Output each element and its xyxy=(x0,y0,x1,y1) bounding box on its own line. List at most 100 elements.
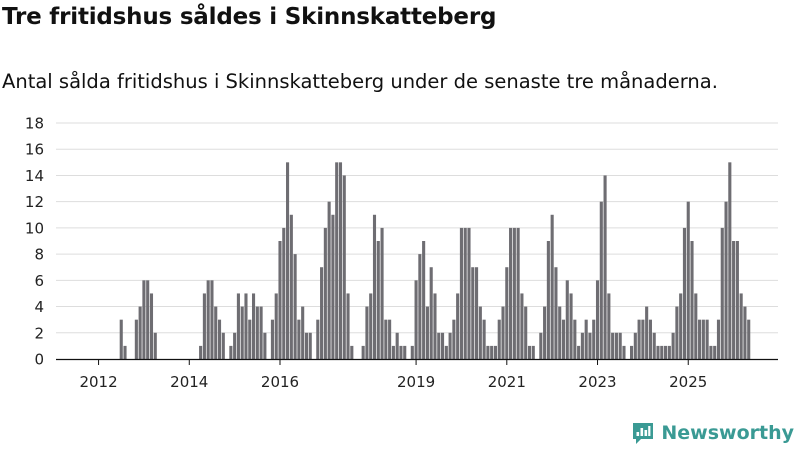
bar xyxy=(214,306,218,359)
bar xyxy=(286,162,290,359)
bar xyxy=(512,227,516,359)
y-tick-label: 0 xyxy=(34,351,44,369)
x-tick-label: 2014 xyxy=(170,373,208,391)
bar xyxy=(410,345,414,359)
bar xyxy=(747,319,751,359)
bar xyxy=(331,214,335,359)
bar xyxy=(660,345,664,359)
bar xyxy=(323,227,327,359)
bar xyxy=(607,293,611,359)
bar xyxy=(618,332,622,359)
bar xyxy=(611,332,615,359)
bar xyxy=(149,293,154,359)
y-tick-label: 8 xyxy=(34,246,44,264)
newsworthy-logo-icon xyxy=(633,423,654,444)
bar xyxy=(580,332,584,359)
bar xyxy=(403,345,407,359)
bar xyxy=(728,162,732,359)
bar xyxy=(429,267,433,359)
bar xyxy=(425,306,429,359)
bar xyxy=(698,319,702,359)
bar xyxy=(270,319,274,359)
bar xyxy=(233,332,237,359)
bar xyxy=(735,241,739,359)
bar xyxy=(486,345,490,359)
bar xyxy=(490,345,494,359)
bar xyxy=(210,280,214,359)
bar xyxy=(467,227,471,359)
bar xyxy=(384,319,388,359)
brand-name: Newsworthy xyxy=(661,422,794,444)
bar xyxy=(240,306,244,359)
bar xyxy=(588,332,592,359)
chart-title: Tre fritidshus såldes i Skinnskatteberg xyxy=(2,4,497,30)
bar xyxy=(686,201,690,359)
bar xyxy=(433,293,437,359)
bar xyxy=(516,227,520,359)
bar xyxy=(501,306,505,359)
x-tick-label: 2021 xyxy=(488,373,526,391)
bar xyxy=(463,227,467,359)
x-tick-label: 2025 xyxy=(669,373,707,391)
bar xyxy=(308,332,312,359)
bar xyxy=(448,332,452,359)
bar xyxy=(675,306,679,359)
bar xyxy=(679,293,683,359)
bar xyxy=(320,267,324,359)
y-tick-label: 14 xyxy=(25,167,44,185)
bar xyxy=(350,345,354,359)
bar xyxy=(217,319,222,359)
bar xyxy=(440,332,445,359)
x-tick-label: 2023 xyxy=(578,373,616,391)
bar xyxy=(119,319,123,359)
bar xyxy=(304,332,309,359)
bar xyxy=(739,293,743,359)
bar xyxy=(584,319,588,359)
x-tick-label: 2016 xyxy=(261,373,299,391)
bar xyxy=(289,214,293,359)
bar xyxy=(297,319,301,359)
bar xyxy=(592,319,596,359)
bar xyxy=(561,319,566,359)
bar xyxy=(637,319,641,359)
bar xyxy=(388,319,392,359)
bar xyxy=(577,345,581,359)
bar xyxy=(732,241,736,359)
bar xyxy=(569,293,573,359)
y-tick-label: 2 xyxy=(34,324,44,342)
y-tick-label: 18 xyxy=(25,115,44,133)
bar xyxy=(475,267,479,359)
bar xyxy=(327,201,331,359)
bar xyxy=(444,345,448,359)
bar xyxy=(603,175,607,359)
bar xyxy=(414,280,418,359)
bar xyxy=(456,293,460,359)
bar xyxy=(690,241,694,359)
bar xyxy=(554,267,558,359)
bar xyxy=(633,332,637,359)
bar xyxy=(648,319,652,359)
bar xyxy=(565,280,569,359)
bar xyxy=(236,293,240,359)
bar xyxy=(546,241,550,359)
bar xyxy=(346,293,350,359)
bar xyxy=(138,306,142,359)
bar xyxy=(478,306,482,359)
bar xyxy=(259,306,263,359)
bar xyxy=(497,319,501,359)
y-tick-label: 6 xyxy=(34,272,44,290)
bar xyxy=(399,345,403,359)
bar xyxy=(459,227,463,359)
bar xyxy=(524,306,528,359)
bar xyxy=(316,319,320,359)
bar xyxy=(452,319,456,359)
bar xyxy=(656,345,660,359)
bar xyxy=(153,332,157,359)
bar xyxy=(471,267,475,359)
bar xyxy=(614,332,618,359)
bar xyxy=(743,306,747,359)
bar xyxy=(369,293,373,359)
bar xyxy=(622,345,626,359)
y-tick-label: 4 xyxy=(34,298,44,316)
bar xyxy=(705,319,709,359)
